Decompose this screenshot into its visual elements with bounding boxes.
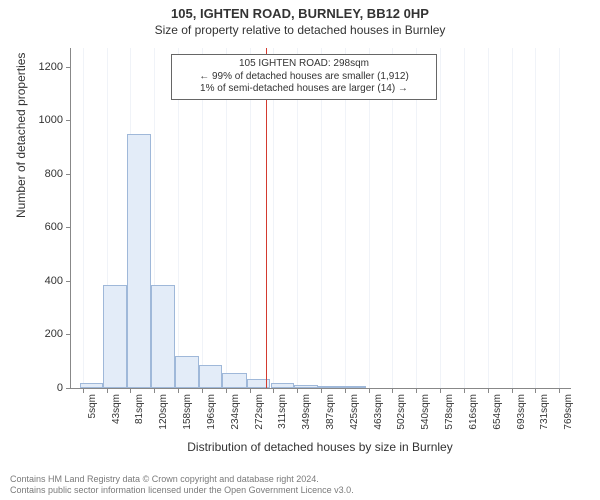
histogram-bar	[151, 285, 175, 388]
x-tick	[392, 388, 393, 393]
chart-container: 105, IGHTEN ROAD, BURNLEY, BB12 0HP Size…	[0, 0, 600, 500]
x-tick-label: 731sqm	[539, 394, 550, 430]
x-tick-label: 540sqm	[420, 394, 431, 430]
x-tick-label: 769sqm	[563, 394, 574, 430]
footer-line-2: Contains public sector information licen…	[10, 485, 354, 496]
y-tick	[66, 281, 71, 282]
x-tick-label: 463sqm	[373, 394, 384, 430]
x-tick	[83, 388, 84, 393]
vertical-gridline	[559, 48, 560, 388]
histogram-bar	[199, 365, 223, 388]
vertical-gridline	[535, 48, 536, 388]
x-tick-label: 234sqm	[230, 394, 241, 430]
y-tick-label: 200	[23, 328, 63, 340]
x-tick-label: 120sqm	[158, 394, 169, 430]
y-tick	[66, 120, 71, 121]
x-tick	[273, 388, 274, 393]
y-tick-label: 800	[23, 168, 63, 180]
vertical-gridline	[464, 48, 465, 388]
y-tick-label: 1200	[23, 61, 63, 73]
y-tick	[66, 174, 71, 175]
histogram-bar	[222, 373, 246, 388]
x-tick-label: 578sqm	[444, 394, 455, 430]
annotation-line-2: ← 99% of detached houses are smaller (1,…	[178, 71, 430, 84]
footer-attribution: Contains HM Land Registry data © Crown c…	[10, 474, 354, 497]
histogram-bar	[175, 356, 199, 388]
x-tick	[464, 388, 465, 393]
x-tick	[512, 388, 513, 393]
x-axis-title: Distribution of detached houses by size …	[70, 440, 570, 454]
vertical-gridline	[440, 48, 441, 388]
x-tick-label: 5sqm	[87, 394, 98, 418]
x-tick-label: 616sqm	[468, 394, 479, 430]
x-tick	[345, 388, 346, 393]
y-tick-label: 0	[23, 382, 63, 394]
x-tick	[559, 388, 560, 393]
x-tick-label: 81sqm	[134, 394, 145, 424]
x-tick	[321, 388, 322, 393]
x-tick	[202, 388, 203, 393]
x-tick	[107, 388, 108, 393]
histogram-bar	[127, 134, 151, 388]
x-tick-label: 349sqm	[301, 394, 312, 430]
annotation-box: 105 IGHTEN ROAD: 298sqm← 99% of detached…	[171, 54, 437, 100]
y-tick	[66, 227, 71, 228]
x-tick-label: 158sqm	[182, 394, 193, 430]
x-tick-label: 387sqm	[325, 394, 336, 430]
y-tick	[66, 388, 71, 389]
y-tick	[66, 67, 71, 68]
page-title: 105, IGHTEN ROAD, BURNLEY, BB12 0HP	[0, 0, 600, 21]
x-tick	[154, 388, 155, 393]
x-tick	[440, 388, 441, 393]
y-tick-label: 1000	[23, 114, 63, 126]
x-tick	[416, 388, 417, 393]
x-tick	[369, 388, 370, 393]
chart-area: 0200400600800100012005sqm43sqm81sqm120sq…	[70, 48, 570, 418]
y-axis-title: Number of detached properties	[14, 53, 28, 218]
y-tick-label: 600	[23, 221, 63, 233]
x-tick	[488, 388, 489, 393]
histogram-bar	[103, 285, 127, 388]
x-tick-label: 693sqm	[516, 394, 527, 430]
x-tick-label: 272sqm	[254, 394, 265, 430]
vertical-gridline	[488, 48, 489, 388]
chart-subtitle: Size of property relative to detached ho…	[0, 21, 600, 37]
x-tick	[535, 388, 536, 393]
x-tick	[297, 388, 298, 393]
x-tick	[250, 388, 251, 393]
x-tick-label: 196sqm	[206, 394, 217, 430]
x-tick-label: 311sqm	[277, 394, 288, 429]
annotation-line-3: 1% of semi-detached houses are larger (1…	[178, 83, 430, 96]
x-tick-label: 654sqm	[492, 394, 503, 430]
annotation-line-1: 105 IGHTEN ROAD: 298sqm	[178, 58, 430, 71]
histogram-bar	[247, 379, 271, 388]
x-tick	[178, 388, 179, 393]
x-tick	[130, 388, 131, 393]
y-tick-label: 400	[23, 275, 63, 287]
footer-line-1: Contains HM Land Registry data © Crown c…	[10, 474, 354, 485]
x-tick	[226, 388, 227, 393]
x-tick-label: 502sqm	[396, 394, 407, 430]
plot-area: 0200400600800100012005sqm43sqm81sqm120sq…	[70, 48, 571, 389]
x-tick-label: 43sqm	[111, 394, 122, 424]
vertical-gridline	[83, 48, 84, 388]
y-tick	[66, 334, 71, 335]
vertical-gridline	[512, 48, 513, 388]
x-tick-label: 425sqm	[349, 394, 360, 430]
